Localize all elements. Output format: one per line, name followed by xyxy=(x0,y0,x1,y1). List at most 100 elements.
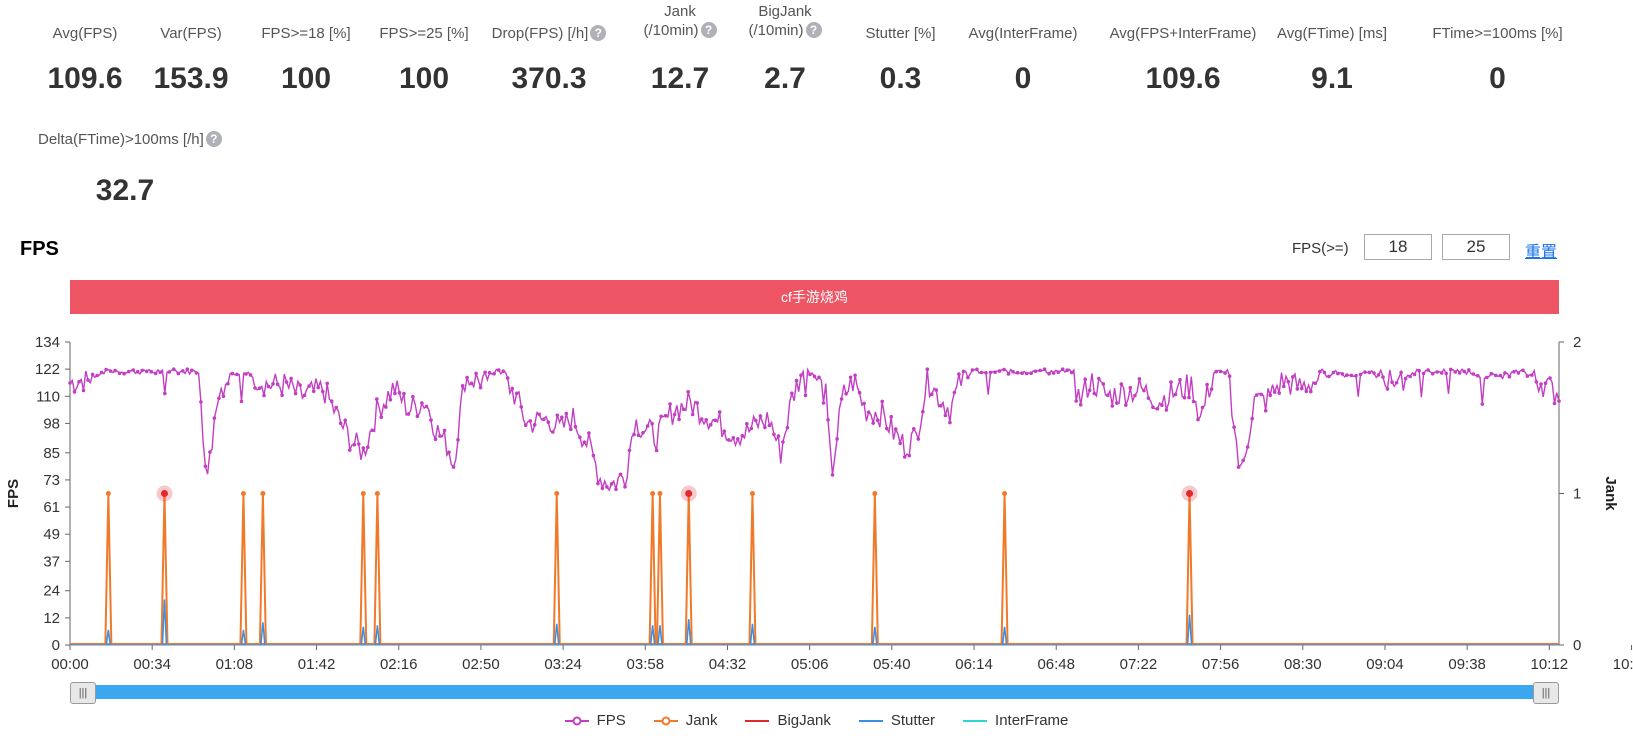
fps-point xyxy=(749,426,754,431)
fps-point xyxy=(699,417,704,421)
fps-point xyxy=(1101,382,1106,386)
fps-point xyxy=(505,376,510,380)
legend-item-bigjank[interactable]: BigJank xyxy=(745,712,831,729)
fps-point xyxy=(1227,374,1232,379)
x-tick-label: 00:00 xyxy=(51,656,89,673)
fps-threshold-high-input[interactable] xyxy=(1442,234,1510,260)
legend-label: Jank xyxy=(685,712,718,729)
fps-point xyxy=(650,421,654,426)
fps-point xyxy=(1331,370,1336,375)
fps-point xyxy=(1286,379,1291,384)
stutter-spike xyxy=(685,619,692,646)
fps-point xyxy=(1259,392,1263,397)
fps-point xyxy=(916,437,921,441)
fps-point xyxy=(1006,372,1011,376)
fps-point xyxy=(361,446,366,450)
stutter-spike xyxy=(657,625,663,646)
metric-value: 153.9 xyxy=(153,62,229,95)
scene-bar[interactable]: cf手游烧鸡 xyxy=(70,280,1559,314)
fps-point xyxy=(921,409,925,414)
fps-point xyxy=(1318,369,1322,374)
fps-point xyxy=(961,369,966,374)
fps-point xyxy=(1187,395,1191,400)
x-tick-label: 01:42 xyxy=(298,656,336,673)
reset-link[interactable]: 重置 xyxy=(1525,244,1558,261)
fps-point xyxy=(271,382,275,386)
x-tick-label: 09:38 xyxy=(1448,656,1486,673)
fps-point xyxy=(1467,368,1471,372)
fps-point xyxy=(1024,371,1029,376)
fps-point xyxy=(717,410,722,414)
help-icon[interactable]: ? xyxy=(700,22,717,38)
fps-point xyxy=(239,399,244,404)
fps-point xyxy=(1191,399,1196,404)
y-tick-label: 49 xyxy=(43,526,60,543)
fps-point xyxy=(582,440,587,445)
fps-point xyxy=(1408,374,1412,379)
fps-point xyxy=(1494,373,1498,378)
slider-end-handle[interactable]: ||| xyxy=(1533,682,1559,704)
fps-point xyxy=(835,437,839,441)
legend-item-jank[interactable]: Jank xyxy=(653,712,718,729)
fps-point xyxy=(90,372,95,377)
fps-point xyxy=(429,418,433,422)
fps-point xyxy=(803,393,808,398)
x-tick-label: 01:08 xyxy=(216,656,254,673)
fps-point xyxy=(1394,380,1399,385)
jank-spike xyxy=(239,493,248,645)
fps-point xyxy=(1002,367,1006,372)
metric-label-line2: (/10min)? xyxy=(745,21,825,40)
fps-point xyxy=(135,369,140,374)
fps-point xyxy=(1485,375,1489,380)
fps-point xyxy=(785,425,790,430)
stutter-spike xyxy=(260,622,266,646)
fps-point xyxy=(244,372,248,376)
fps-point xyxy=(826,418,830,422)
fps-point xyxy=(1439,371,1444,375)
metric-label-text: Stutter [%] xyxy=(865,25,936,42)
x-tick-label: 02:16 xyxy=(380,656,418,673)
fps-point xyxy=(1403,376,1408,381)
x-tick-label: 02:50 xyxy=(462,656,500,673)
fps-point xyxy=(81,388,86,393)
fps-point xyxy=(185,367,190,372)
fps-point xyxy=(1074,399,1078,403)
help-icon[interactable]: ? xyxy=(205,131,222,147)
fps-point xyxy=(772,432,776,437)
slider-track[interactable] xyxy=(78,685,1551,699)
jank-point xyxy=(749,491,755,496)
slider-start-handle[interactable]: ||| xyxy=(70,682,96,704)
fps-point xyxy=(1421,371,1426,376)
metric-value: 12.7 xyxy=(650,62,710,95)
legend-item-stutter[interactable]: Stutter xyxy=(858,712,935,729)
time-range-slider[interactable]: ||| ||| xyxy=(70,682,1559,704)
fps-point xyxy=(830,473,835,477)
fps-point xyxy=(979,370,984,375)
legend-item-fps[interactable]: FPS xyxy=(564,712,626,729)
fps-series-line xyxy=(69,367,1560,492)
jank-spike xyxy=(1000,493,1009,645)
fps-point xyxy=(591,453,596,458)
fps-point xyxy=(1223,371,1227,375)
fps-threshold-low-input[interactable] xyxy=(1364,234,1432,260)
fps-point xyxy=(379,415,384,420)
x-tick-label: 10:46 xyxy=(1613,656,1633,673)
help-icon[interactable]: ? xyxy=(590,25,607,41)
fps-point xyxy=(510,386,514,391)
fps-point xyxy=(871,421,875,425)
fps-point xyxy=(1164,408,1169,412)
fps-point xyxy=(208,450,212,454)
metric-label-line1: Jank xyxy=(664,3,696,20)
fps-point xyxy=(1489,371,1494,376)
help-icon[interactable]: ? xyxy=(805,22,822,38)
stutter-spike xyxy=(649,625,656,646)
fps-point xyxy=(722,429,727,434)
legend-item-interframe[interactable]: InterFrame xyxy=(963,712,1068,729)
fps-point xyxy=(1078,403,1083,407)
fps-point xyxy=(1051,371,1056,375)
metric-label: Stutter [%] xyxy=(848,24,953,43)
fps-point xyxy=(799,373,803,378)
fps-point xyxy=(1354,373,1358,378)
fps-point xyxy=(122,371,126,376)
fps-point xyxy=(948,420,952,425)
